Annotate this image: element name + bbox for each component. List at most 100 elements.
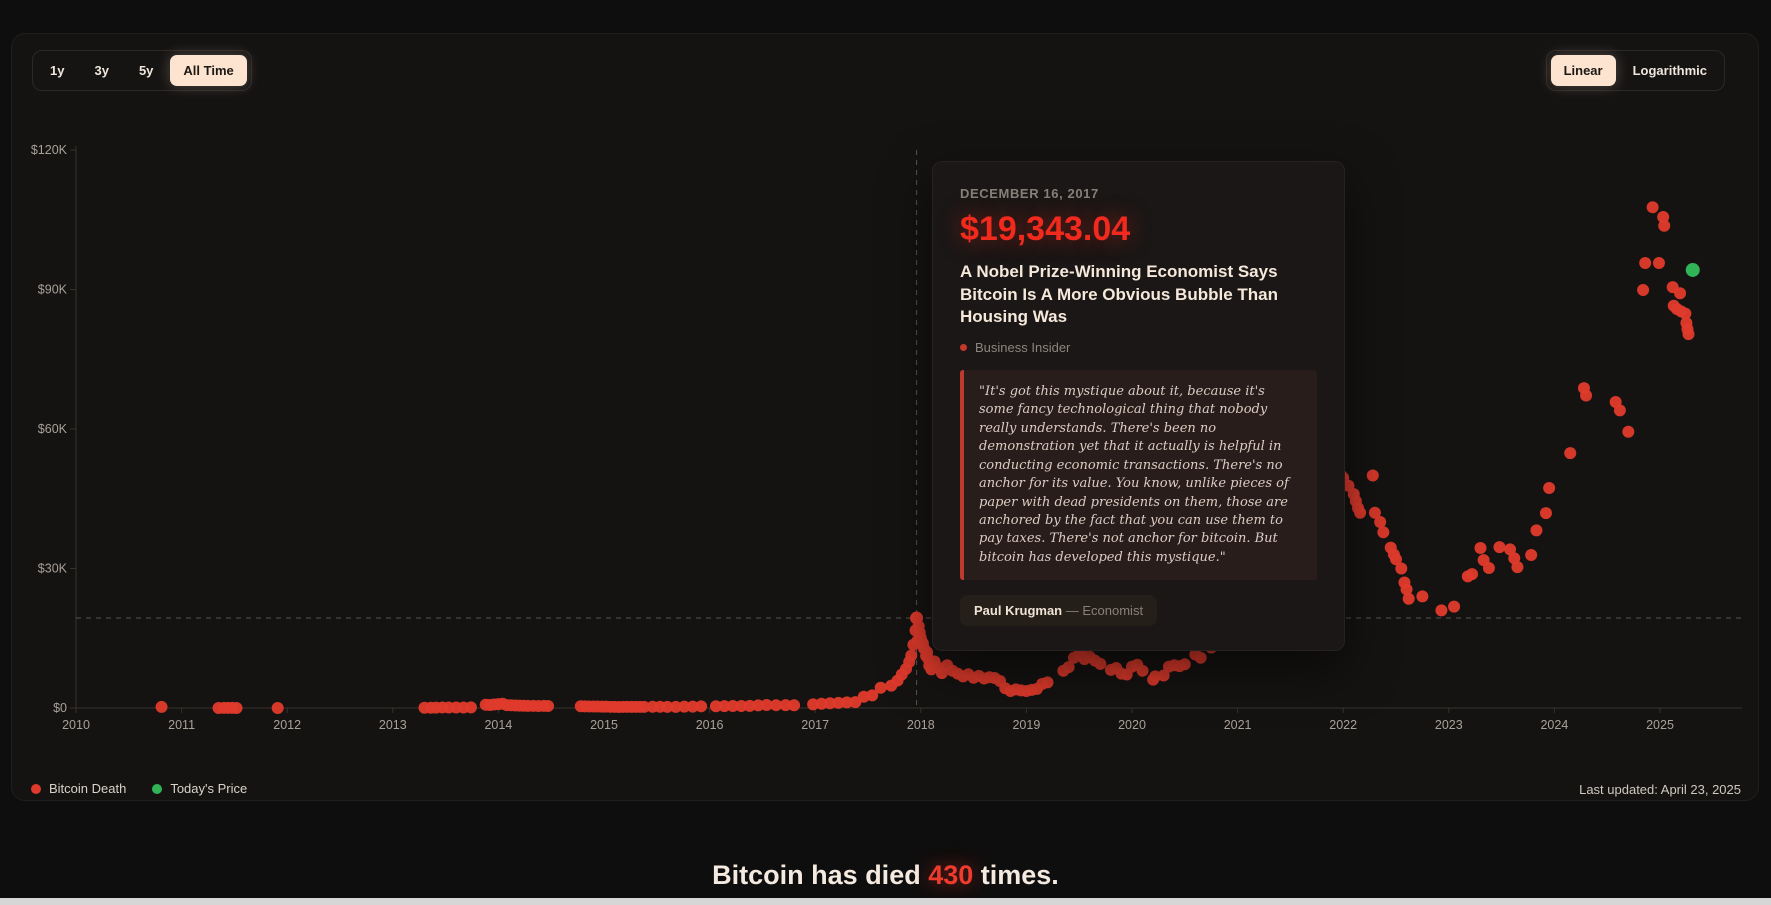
bitcoin-death-point[interactable] bbox=[718, 700, 731, 713]
bitcoin-death-point[interactable] bbox=[1511, 561, 1524, 574]
bitcoin-death-point[interactable] bbox=[271, 701, 284, 714]
bitcoin-death-point[interactable] bbox=[1474, 542, 1487, 555]
y-axis-tick: $30K bbox=[38, 562, 68, 576]
bitcoin-death-point[interactable] bbox=[1674, 287, 1687, 300]
bitcoin-death-point[interactable] bbox=[1493, 541, 1506, 554]
bitcoin-death-point[interactable] bbox=[678, 700, 691, 713]
bitcoin-death-point[interactable] bbox=[1682, 328, 1695, 341]
death-count: 430 bbox=[928, 860, 974, 890]
bitcoin-death-point[interactable] bbox=[779, 699, 792, 712]
bitcoin-death-point[interactable] bbox=[1530, 524, 1543, 537]
bitcoin-death-point[interactable] bbox=[735, 699, 748, 712]
bitcoin-death-point[interactable] bbox=[1416, 590, 1429, 603]
x-axis-tick: 2019 bbox=[1012, 718, 1040, 732]
bitcoin-death-point[interactable] bbox=[1482, 562, 1495, 575]
bitcoin-death-point[interactable] bbox=[840, 696, 853, 709]
bitcoin-death-point[interactable] bbox=[1622, 425, 1635, 438]
tooltip-date: DECEMBER 16, 2017 bbox=[960, 186, 1099, 201]
bitcoin-death-point[interactable] bbox=[709, 700, 722, 713]
x-axis-tick: 2017 bbox=[801, 718, 829, 732]
bitcoin-death-point[interactable] bbox=[832, 696, 845, 709]
range-1y-button[interactable]: 1y bbox=[37, 55, 77, 86]
next-section-edge bbox=[0, 898, 1771, 905]
bitcoin-death-dot-icon bbox=[31, 783, 41, 794]
quote-author-role: — Economist bbox=[1065, 603, 1144, 619]
range-alltime-button[interactable]: All Time bbox=[170, 55, 247, 86]
legend-item-bitcoin-death: Bitcoin Death bbox=[31, 781, 126, 796]
bitcoin-death-point[interactable] bbox=[464, 701, 477, 714]
bitcoin-death-point[interactable] bbox=[752, 699, 765, 712]
bitcoin-death-point[interactable] bbox=[1094, 657, 1107, 670]
bitcoin-death-point[interactable] bbox=[1613, 404, 1626, 417]
tooltip-headline: A Nobel Prize-Winning Economist Says Bit… bbox=[960, 262, 1278, 327]
death-count-headline: Bitcoin has died 430 times. bbox=[0, 860, 1771, 891]
bitcoin-death-point[interactable] bbox=[1136, 664, 1149, 677]
bitcoin-death-point[interactable] bbox=[542, 700, 555, 713]
bitcoin-death-point[interactable] bbox=[726, 700, 739, 713]
scale-linear-button[interactable]: Linear bbox=[1550, 55, 1616, 86]
bitcoin-death-point[interactable] bbox=[1564, 447, 1577, 460]
todays-price-dot-icon bbox=[152, 783, 163, 794]
bitcoin-death-point[interactable] bbox=[1374, 516, 1387, 528]
bitcoin-death-point[interactable] bbox=[1539, 507, 1552, 520]
bitcoin-death-point[interactable] bbox=[1377, 526, 1390, 539]
bitcoin-death-point[interactable] bbox=[1525, 549, 1538, 562]
bitcoin-death-point[interactable] bbox=[1178, 658, 1191, 671]
x-axis-tick: 2024 bbox=[1540, 718, 1568, 732]
bitcoin-death-point[interactable] bbox=[1390, 553, 1402, 566]
x-axis-tick: 2013 bbox=[379, 718, 407, 732]
bitcoin-death-point[interactable] bbox=[1395, 562, 1408, 575]
tooltip-quote: "It's got this mystique about it, becaus… bbox=[960, 369, 1317, 581]
bitcoin-death-point[interactable] bbox=[1194, 651, 1207, 664]
bitcoin-death-point[interactable] bbox=[770, 699, 783, 712]
bitcoin-death-point[interactable] bbox=[1652, 256, 1665, 269]
legend-label-todays-price: Today's Price bbox=[170, 781, 248, 796]
bitcoin-death-point[interactable] bbox=[1580, 389, 1593, 402]
y-axis-tick: $60K bbox=[38, 422, 68, 436]
range-3y-button[interactable]: 3y bbox=[81, 55, 121, 86]
scale-logarithmic-button[interactable]: Logarithmic bbox=[1620, 55, 1720, 86]
bitcoin-death-point[interactable] bbox=[1658, 219, 1671, 232]
bitcoin-death-point[interactable] bbox=[1448, 600, 1461, 613]
bitcoin-death-point[interactable] bbox=[1435, 604, 1448, 617]
bitcoin-death-point[interactable] bbox=[1639, 256, 1652, 269]
bitcoin-death-point[interactable] bbox=[788, 699, 801, 712]
bitcoin-death-point[interactable] bbox=[1400, 583, 1413, 596]
bitcoin-death-point[interactable] bbox=[155, 700, 168, 713]
quote-author: Paul Krugman bbox=[974, 603, 1063, 619]
bitcoin-death-point[interactable] bbox=[638, 700, 651, 713]
bitcoin-death-point[interactable] bbox=[1402, 592, 1415, 605]
todays-price-point[interactable] bbox=[1685, 262, 1700, 277]
x-axis-tick: 2020 bbox=[1118, 718, 1146, 732]
bitcoin-death-point[interactable] bbox=[1368, 506, 1381, 519]
bitcoin-death-point[interactable] bbox=[1157, 669, 1170, 682]
bitcoin-death-point[interactable] bbox=[1466, 568, 1479, 581]
bitcoin-death-point[interactable] bbox=[1366, 469, 1379, 482]
bitcoin-death-point[interactable] bbox=[1679, 307, 1692, 320]
last-updated-label: Last updated: April 23, 2025 bbox=[1579, 782, 1741, 797]
bitcoin-death-point[interactable] bbox=[874, 681, 887, 694]
bitcoin-death-point[interactable] bbox=[760, 699, 773, 712]
chart-legend: Bitcoin Death Today's Price bbox=[31, 781, 247, 796]
x-axis-tick: 2025 bbox=[1646, 718, 1674, 732]
bitcoin-death-point[interactable] bbox=[905, 649, 918, 662]
bitcoin-death-point[interactable] bbox=[1041, 676, 1054, 689]
bitcoin-death-point[interactable] bbox=[695, 700, 708, 713]
bitcoin-death-point[interactable] bbox=[686, 700, 699, 713]
range-5y-button[interactable]: 5y bbox=[126, 55, 166, 86]
bitcoin-death-point[interactable] bbox=[661, 700, 674, 713]
bitcoin-death-point[interactable] bbox=[1646, 201, 1659, 214]
bitcoin-death-point[interactable] bbox=[1354, 506, 1367, 519]
bitcoin-death-point[interactable] bbox=[823, 697, 836, 710]
bitcoin-death-point[interactable] bbox=[1062, 661, 1075, 674]
tooltip-source: Business Insider bbox=[960, 340, 1317, 355]
bitcoin-death-point[interactable] bbox=[1637, 283, 1650, 296]
bitcoin-death-point[interactable] bbox=[866, 689, 879, 702]
bitcoin-death-point[interactable] bbox=[230, 701, 243, 714]
x-axis-tick: 2022 bbox=[1329, 718, 1357, 732]
selected-death-point[interactable] bbox=[910, 611, 924, 625]
bitcoin-death-point[interactable] bbox=[1657, 210, 1670, 223]
bitcoin-death-point[interactable] bbox=[1543, 482, 1556, 495]
bitcoin-death-point[interactable] bbox=[669, 700, 682, 713]
